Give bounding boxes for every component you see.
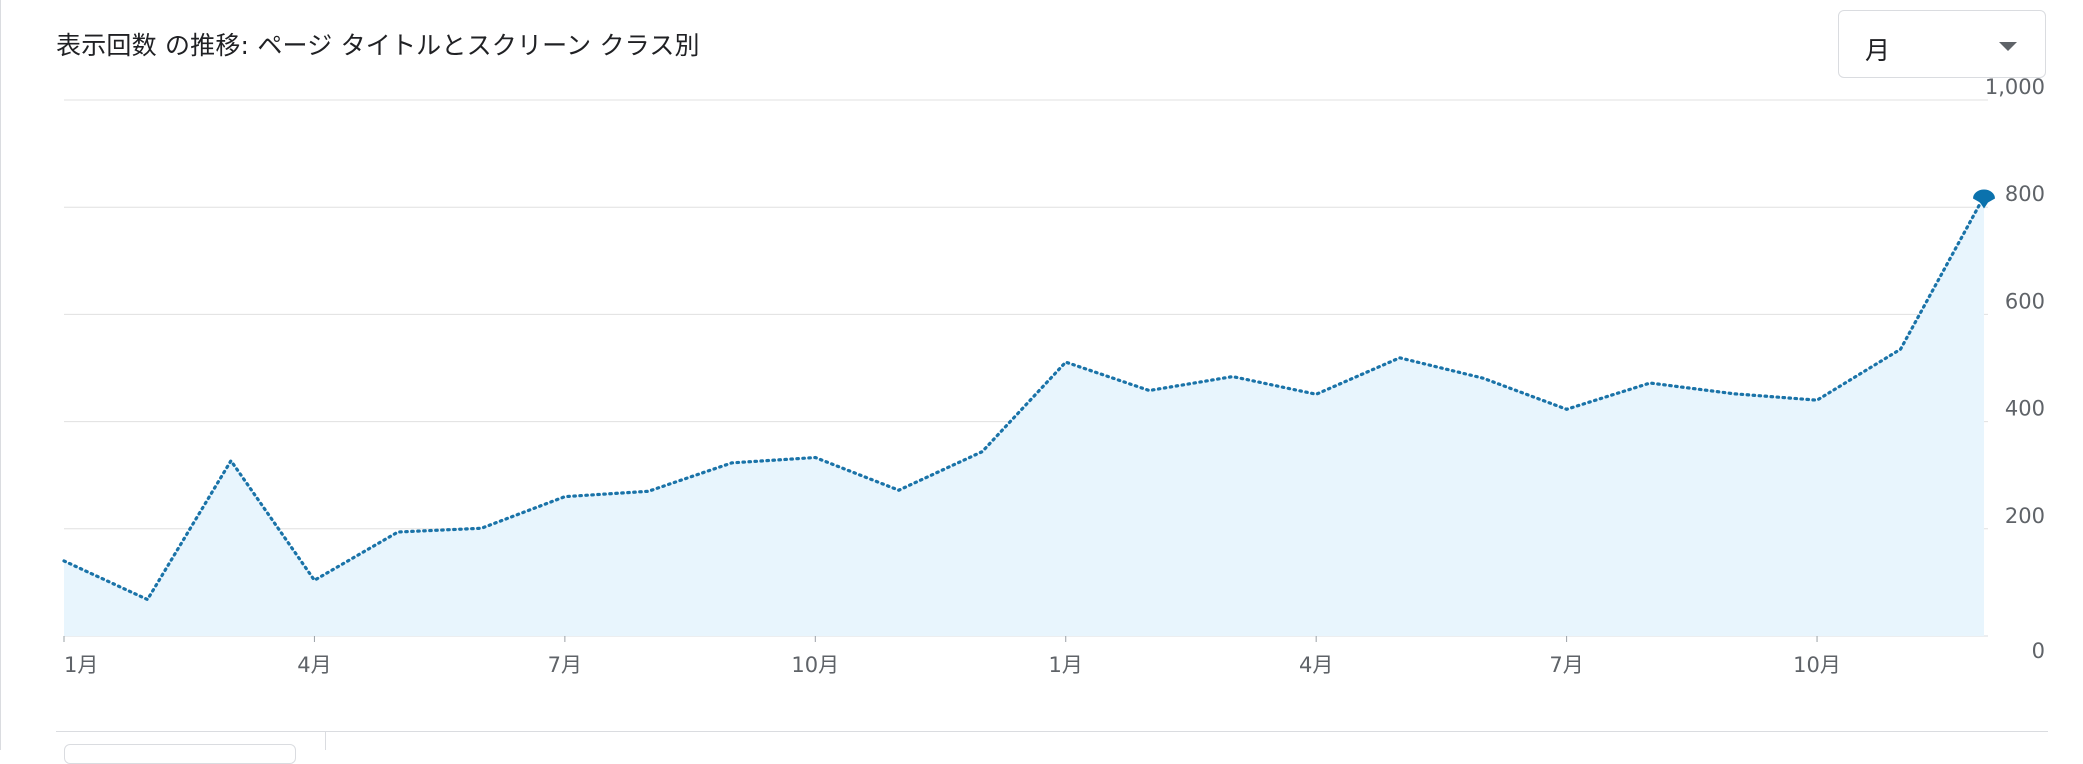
y-axis-ticks: 0 200 400 600 800 1,000 bbox=[1985, 75, 2045, 663]
point-markers bbox=[61, 189, 1995, 603]
line-chart: 0 200 400 600 800 1,000 1月 4月 7月 10月 1月 4月 7月 10月 bbox=[61, 75, 2045, 677]
y-tick-label: 600 bbox=[2005, 289, 2045, 313]
data-point bbox=[395, 529, 401, 535]
section-divider bbox=[56, 731, 2048, 732]
x-tick-label: 7月 bbox=[548, 653, 582, 677]
data-point bbox=[645, 488, 651, 494]
area-fill bbox=[64, 196, 1984, 637]
data-point bbox=[1564, 406, 1570, 412]
y-tick-label: 800 bbox=[2005, 182, 2045, 206]
x-tick-label: 1月 bbox=[1049, 653, 1083, 677]
y-tick-label: 0 bbox=[2032, 639, 2045, 663]
y-tick-label: 400 bbox=[2005, 397, 2045, 421]
data-point bbox=[1313, 391, 1319, 397]
table-column-divider bbox=[325, 732, 326, 750]
data-point bbox=[896, 487, 902, 493]
data-point bbox=[1480, 375, 1486, 381]
series-line-path bbox=[62, 194, 1986, 602]
y-tick-label: 200 bbox=[2005, 504, 2045, 528]
data-point bbox=[228, 458, 234, 464]
data-point bbox=[1063, 359, 1069, 365]
data-point bbox=[1647, 380, 1653, 386]
data-point bbox=[1731, 391, 1737, 397]
x-tick-label: 7月 bbox=[1549, 653, 1583, 677]
chart-title: 表示回数 の推移: ページ タイトルとスクリーン クラス別 bbox=[56, 31, 700, 60]
series-line bbox=[62, 194, 1986, 602]
data-point bbox=[562, 494, 568, 500]
data-point bbox=[144, 597, 150, 603]
data-point bbox=[729, 460, 735, 466]
data-point bbox=[979, 449, 985, 455]
x-tick-label: 1月 bbox=[64, 653, 98, 677]
period-dropdown[interactable]: 月 bbox=[1838, 10, 2046, 78]
data-point bbox=[311, 577, 317, 583]
data-point bbox=[1146, 388, 1152, 394]
x-tick-label: 10月 bbox=[1793, 653, 1841, 677]
period-dropdown-value: 月 bbox=[1865, 36, 1891, 65]
x-tick-label: 4月 bbox=[1299, 653, 1333, 677]
highlighted-point-marker bbox=[1973, 189, 1995, 209]
x-axis-ticks: 1月 4月 7月 10月 1月 4月 7月 10月 bbox=[63, 636, 1841, 677]
data-point bbox=[1397, 355, 1403, 361]
table-search-box[interactable] bbox=[64, 744, 296, 764]
y-tick-label: 1,000 bbox=[1985, 75, 2045, 99]
data-point bbox=[1814, 397, 1820, 403]
data-point bbox=[478, 525, 484, 531]
data-point bbox=[812, 455, 818, 461]
x-tick-label: 4月 bbox=[297, 653, 331, 677]
data-point bbox=[61, 558, 67, 564]
series-area bbox=[64, 196, 1984, 637]
x-tick-label: 10月 bbox=[791, 653, 839, 677]
data-point bbox=[1898, 346, 1904, 352]
card-left-border bbox=[0, 0, 1, 750]
triangle-down-icon bbox=[1999, 42, 2017, 51]
data-point bbox=[1230, 374, 1236, 380]
